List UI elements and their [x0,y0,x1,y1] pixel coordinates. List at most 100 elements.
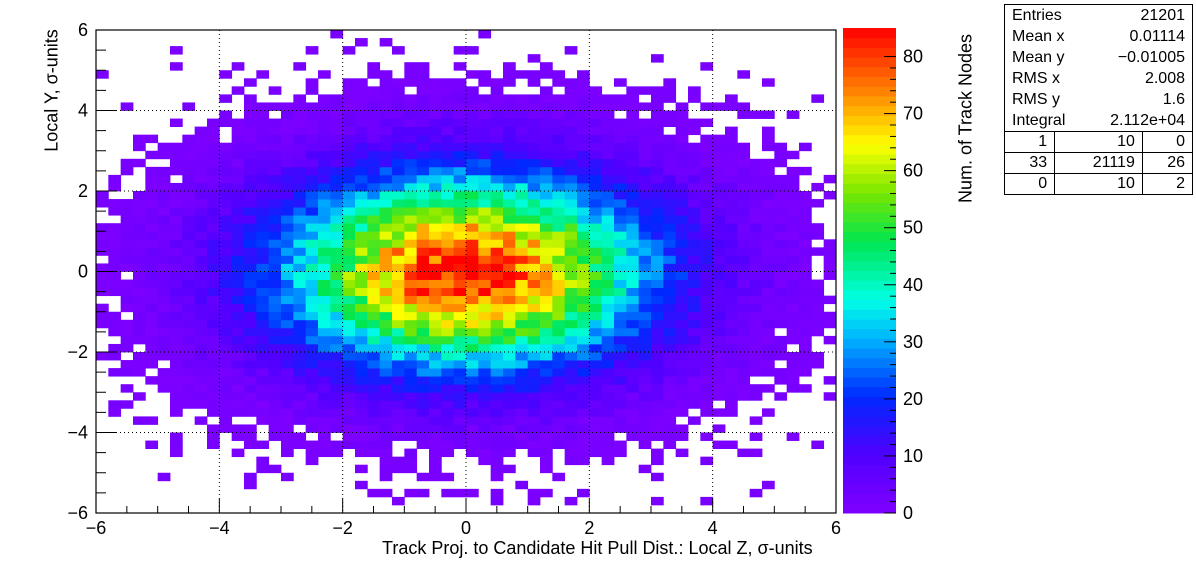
heatmap-cell [330,182,344,192]
heatmap-cell [700,239,714,248]
heatmap-cell [145,223,159,232]
heatmap-cell [552,311,566,321]
heatmap-cell [429,360,442,369]
heatmap-cell [712,295,726,305]
heatmap-cell [762,408,775,417]
heatmap-cell [614,392,627,401]
heatmap-cell [564,440,578,449]
heatmap-cell [268,360,282,369]
heatmap-cell [589,448,603,458]
heatmap-cell [540,279,553,288]
heatmap-cell [355,319,368,329]
heatmap-cell [268,255,282,264]
heatmap-cell [441,118,455,127]
heatmap-cell [305,223,319,232]
heatmap-cell [577,295,590,305]
heatmap-cell [786,303,800,313]
heatmap-cell [700,303,714,313]
heatmap-cell [762,335,775,345]
heatmap-cell [700,456,714,466]
palette-swatch [843,241,896,252]
heatmap-cell [429,158,442,168]
heatmap-cell [318,335,331,345]
heatmap-cell [256,150,270,160]
heatmap-cell [244,215,257,224]
palette-swatch [843,454,896,465]
heatmap-cell [712,287,726,297]
heatmap-cell [157,319,171,329]
heatmap-cell [614,319,627,329]
heatmap-cell [342,368,356,377]
heatmap-cell [799,239,812,248]
palette-swatch [843,483,896,495]
heatmap-cell [133,255,146,264]
heatmap-cell [219,182,233,192]
heatmap-cell [342,255,356,264]
heatmap-cell [133,416,146,425]
heatmap-cell [256,352,270,361]
heatmap-cell [429,199,442,208]
heatmap-cell [441,335,455,345]
heatmap-cell [799,255,812,264]
heatmap-cell [416,343,430,353]
heatmap-cell [626,327,640,337]
heatmap-cell [416,400,430,409]
heatmap-cell [577,174,590,184]
heatmap-cell [231,287,245,297]
heatmap-cell [133,327,146,337]
heatmap-cell [268,118,282,127]
heatmap-cell [182,182,196,192]
heatmap-cell [355,464,368,474]
heatmap-cell [404,432,418,441]
y-tick-label: −6 [67,503,88,523]
heatmap-cell [626,166,640,176]
stats-box: Entries 21201 Mean x 0.01114 Mean y −0.0100… [1004,4,1193,195]
heatmap-cell [663,416,677,425]
heatmap-cell [244,263,257,272]
heatmap-cell [170,303,183,313]
heatmap-cell [614,199,627,208]
heatmap-cell [120,279,134,288]
heatmap-cell [540,335,553,345]
heatmap-cell [564,86,578,95]
palette-swatch [843,416,896,427]
heatmap-cell [651,408,664,417]
heatmap-cell [601,191,615,200]
heatmap-cell [231,279,245,288]
heatmap-cell [675,287,689,297]
heatmap-cell [712,174,726,184]
heatmap-cell [786,166,800,176]
heatmap-cell [589,416,603,425]
heatmap-cell [244,352,257,361]
heatmap-cell [688,118,701,127]
stats-label: Entries [1012,7,1062,24]
heatmap-cell [638,126,652,136]
heatmap-cell [108,239,122,248]
heatmap-cell [293,126,307,136]
heatmap-cell [219,327,233,337]
heatmap-cell [318,311,331,321]
heatmap-cell [318,158,331,168]
heatmap-cell [564,327,578,337]
heatmap-cell [799,223,812,232]
heatmap-cell [256,118,270,127]
heatmap-cell [651,255,664,264]
heatmap-cell [490,126,504,136]
heatmap-cell [404,158,418,168]
stats-row-entries: Entries 21201 [1005,5,1192,26]
palette-swatch [843,222,896,233]
heatmap-cell [379,94,393,103]
heatmap-cell [601,263,615,272]
heatmap-cell [700,166,714,176]
palette-swatch [843,115,896,126]
heatmap-cell [577,207,590,216]
heatmap-cell [293,263,307,272]
heatmap-cell [601,319,615,329]
heatmap-cell [392,191,405,200]
heatmap-cell [478,335,492,345]
heatmap-cell [601,134,615,144]
heatmap-cell [453,408,467,417]
heatmap-cell [540,174,553,184]
heatmap-cell [133,199,146,208]
